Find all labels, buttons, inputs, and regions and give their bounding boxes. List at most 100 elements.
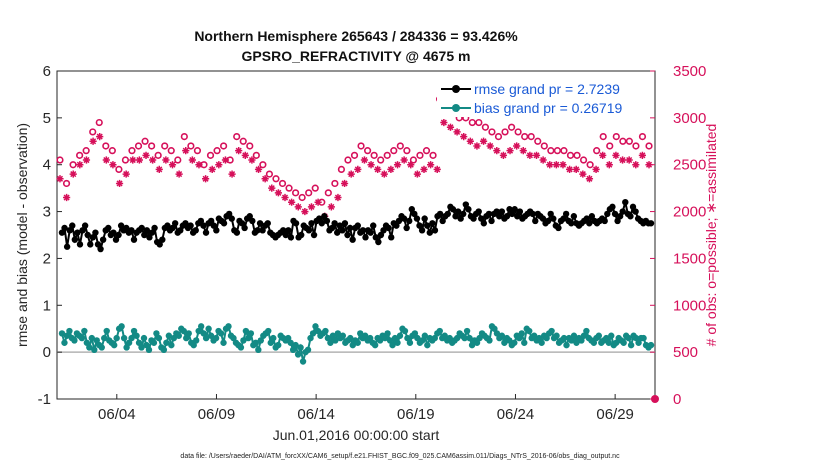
assimilated-point	[294, 203, 302, 211]
rmse-point	[377, 231, 385, 239]
rmse-point	[539, 215, 547, 222]
rmse-point	[285, 227, 292, 234]
bias-point	[627, 341, 635, 349]
bias-point	[583, 327, 590, 335]
bias-point	[327, 339, 334, 346]
rmse-point	[233, 229, 241, 236]
rmse-point	[622, 199, 629, 206]
bias-point	[491, 325, 498, 332]
rmse-point	[169, 224, 176, 232]
rmse-point	[336, 222, 343, 229]
assimilated-point	[129, 156, 137, 164]
assimilated-point	[228, 170, 236, 178]
bias-point	[242, 327, 250, 335]
assimilated-point	[572, 165, 580, 173]
bias-point	[207, 332, 215, 339]
bias-point	[113, 334, 120, 342]
assimilated-point	[56, 175, 64, 183]
bias-point	[86, 344, 93, 351]
rmse-point	[141, 231, 148, 239]
bias-point	[81, 327, 88, 335]
y-right-tick-label: 500	[673, 344, 698, 361]
bias-point	[88, 334, 96, 342]
rmse-point	[81, 222, 89, 229]
possible-point	[220, 142, 228, 150]
assimilated-point	[493, 147, 501, 155]
rmse-point	[614, 217, 621, 225]
rmse-point	[94, 241, 102, 248]
assimilated-point	[532, 151, 541, 159]
rmse-point	[604, 210, 611, 218]
rmse-point	[297, 231, 305, 239]
rmse-point	[478, 215, 485, 222]
rmse-point	[465, 206, 472, 213]
rmse-point	[287, 234, 295, 241]
rmse-point	[259, 227, 266, 234]
rmse-point	[449, 206, 457, 213]
assimilated-point	[327, 203, 335, 211]
rmse-point	[609, 203, 616, 211]
assimilated-point	[360, 156, 369, 164]
possible-point	[259, 161, 267, 169]
bias-point	[265, 327, 272, 335]
possible-point	[625, 137, 633, 145]
bias-point	[93, 337, 100, 344]
bias-point	[103, 327, 110, 335]
possible-point	[534, 137, 542, 145]
chart-title-line2: GPSRO_REFRACTIVITY @ 4675 m	[242, 48, 471, 64]
rmse-point	[388, 234, 395, 241]
y-tick-label: 0	[43, 344, 51, 361]
rmse-point	[105, 224, 112, 232]
assimilated-point	[175, 170, 183, 178]
rmse-point	[308, 220, 315, 227]
x-tick-label: 06/09	[198, 406, 236, 423]
bias-point	[163, 339, 170, 346]
rmse-point	[532, 217, 539, 225]
assimilated-point	[96, 133, 104, 141]
bias-point	[354, 339, 361, 346]
right-axis-origin-marker	[651, 395, 659, 403]
possible-point	[566, 151, 575, 159]
assimilated-point	[195, 161, 203, 169]
legend-bias-marker	[452, 104, 460, 112]
assimilated-point	[248, 156, 256, 164]
bias-point	[538, 339, 545, 346]
possible-point	[599, 133, 607, 141]
rmse-point	[323, 217, 331, 225]
possible-point	[278, 179, 287, 188]
rmse-point	[344, 231, 351, 239]
possible-point	[507, 123, 516, 131]
bias-point	[635, 339, 642, 346]
bias-point	[190, 341, 197, 349]
bias-point	[312, 323, 319, 330]
rmse-point	[92, 229, 99, 236]
assimilated-point	[340, 179, 349, 188]
possible-point	[403, 147, 411, 155]
bias-point	[292, 341, 299, 349]
rmse-point	[210, 222, 217, 229]
bias-point	[110, 341, 118, 349]
bias-point	[287, 339, 294, 346]
bias-point	[526, 327, 533, 335]
rmse-point	[334, 229, 341, 236]
bias-point	[578, 337, 585, 344]
bias-point	[125, 339, 133, 346]
x-tick-label: 06/14	[297, 406, 335, 423]
possible-point	[174, 156, 182, 164]
rmse-point	[498, 208, 506, 215]
rmse-point	[485, 210, 493, 218]
rmse-point	[164, 222, 171, 229]
bias-point	[421, 332, 429, 339]
assimilated-point	[182, 147, 190, 155]
rmse-point	[71, 236, 79, 243]
assimilated-point	[367, 161, 375, 169]
possible-point	[76, 151, 84, 159]
rmse-point	[89, 234, 97, 241]
rmse-point	[146, 234, 153, 241]
possible-point	[370, 151, 378, 159]
bias-point	[620, 339, 627, 346]
bias-point	[640, 334, 647, 342]
assimilated-point	[254, 165, 263, 173]
bias-point	[401, 327, 409, 335]
possible-point	[606, 142, 614, 150]
